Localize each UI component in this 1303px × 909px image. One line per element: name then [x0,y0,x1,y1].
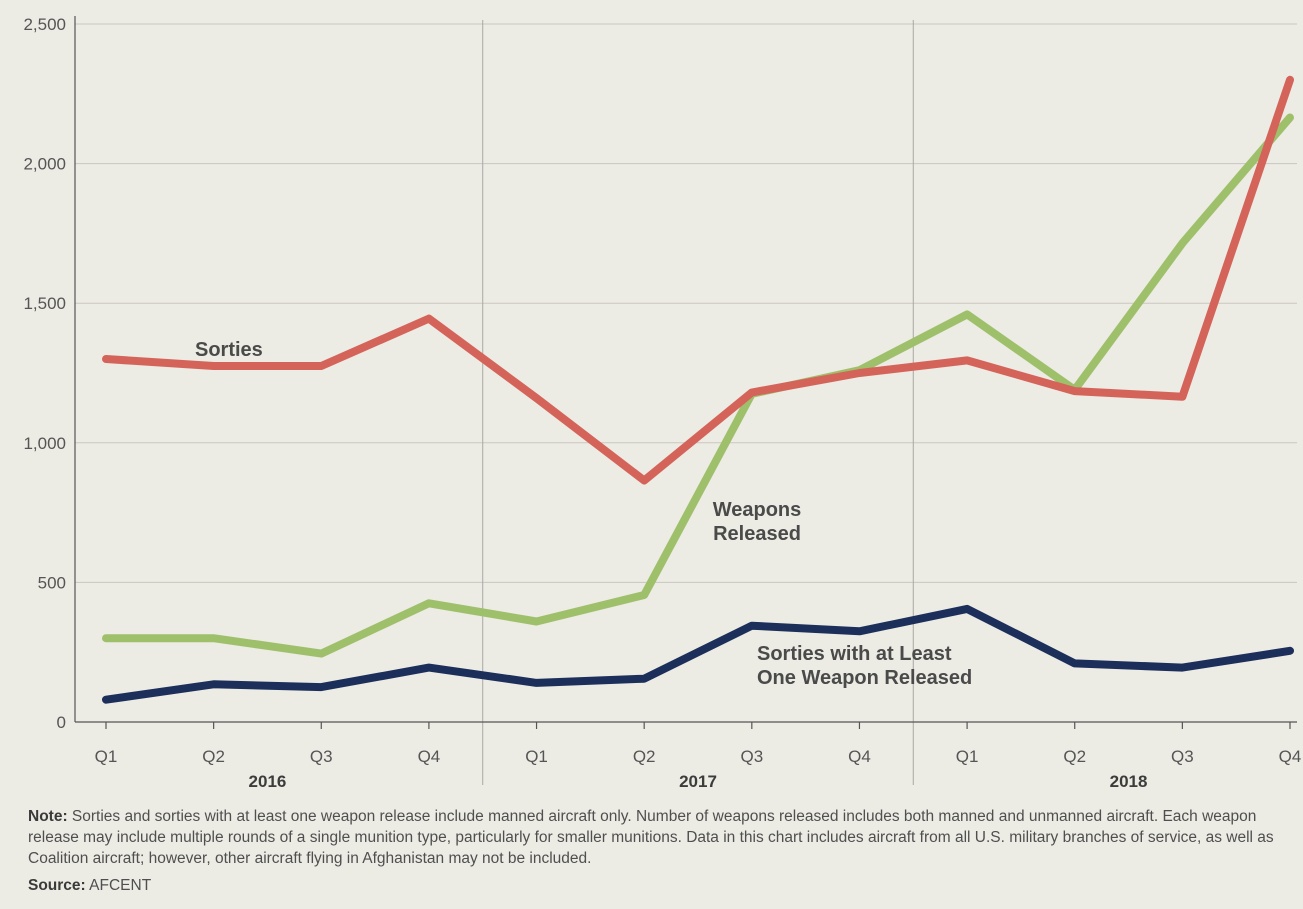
y-tick-label: 0 [57,713,66,732]
note-label: Note: [28,808,68,825]
gridlines [75,20,1297,785]
series-line-weapons-released [102,113,1294,658]
x-tick-label: Q2 [633,747,656,766]
label-sorties: Sorties [195,339,263,361]
x-tick-label: Q4 [848,747,871,766]
series-line-sorties-with-weapon [102,604,1294,704]
x-tick-label: Q2 [202,747,225,766]
x-tick-label: Q4 [1279,747,1302,766]
line-chart: 0 500 1,000 1,500 2,000 2,500 Q1 Q2 Q3 Q4 Q1 Q2 Q3 Q4… [23,15,1301,791]
label-weapons-released: Weapons [713,499,802,521]
x-tick-label: Q1 [525,747,548,766]
y-tick-label: 2,500 [23,15,66,34]
x-tick-label: Q4 [418,747,441,766]
x-tick-label: Q3 [1171,747,1194,766]
x-tick-label: Q3 [740,747,763,766]
y-tick-label: 1,500 [23,294,66,313]
x-tick-label: Q1 [956,747,979,766]
year-label: 2017 [679,772,717,791]
series-line-sorties [102,75,1294,485]
y-tick-label: 2,000 [23,155,66,174]
source-label: Source: [28,877,86,894]
source-line: Source: AFCENT [28,875,1278,896]
note-text: Sorties and sorties with at least one we… [28,808,1274,867]
x-tick-label: Q2 [1063,747,1086,766]
label-weapons-released: Released [713,523,801,545]
year-label: 2018 [1110,772,1148,791]
x-tick-label: Q3 [310,747,333,766]
source-text: AFCENT [89,877,152,894]
series-lines [102,75,1294,704]
label-sorties-with-weapon: One Weapon Released [757,667,972,689]
note-paragraph: Note: Sorties and sorties with at least … [28,806,1278,869]
x-tick-label: Q1 [95,747,118,766]
y-tick-label: 500 [38,573,66,592]
label-sorties-with-weapon: Sorties with at Least [757,643,952,665]
chart-footnote: Note: Sorties and sorties with at least … [28,806,1278,896]
y-tick-label: 1,000 [23,434,66,453]
axes: 0 500 1,000 1,500 2,000 2,500 Q1 Q2 Q3 Q4 Q1 Q2 Q3 Q4… [23,15,1301,791]
year-label: 2016 [249,772,287,791]
